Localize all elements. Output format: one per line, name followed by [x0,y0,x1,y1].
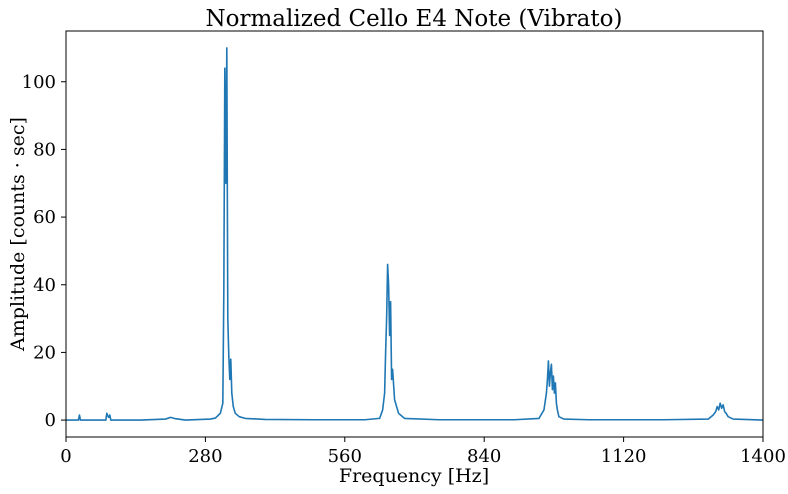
y-tick-label: 20 [33,342,56,363]
y-tick-label: 60 [33,207,56,228]
y-tick-label: 0 [45,410,56,431]
plot-area [66,47,764,421]
y-tick-label: 80 [33,139,56,160]
y-axis-ticks: 0 20 40 60 80 100 [22,72,66,431]
x-axis-label: Frequency [Hz] [339,465,489,487]
series-line-0 [66,47,764,421]
plot-frame [65,30,764,438]
x-tick-label: 280 [188,446,222,467]
x-tick-label: 1400 [740,446,786,467]
chart-title: Normalized Cello E4 Note (Vibrato) [206,6,623,32]
x-tick-label: 560 [328,446,362,467]
x-tick-label: 840 [467,446,501,467]
x-tick-label: 0 [60,446,71,467]
y-tick-label: 100 [22,72,56,93]
x-tick-label: 1120 [601,446,647,467]
y-tick-label: 40 [33,275,56,296]
x-axis-ticks: 0 280 560 840 1120 1400 [60,437,786,467]
y-axis-label: Amplitude [counts · sec] [7,117,29,352]
